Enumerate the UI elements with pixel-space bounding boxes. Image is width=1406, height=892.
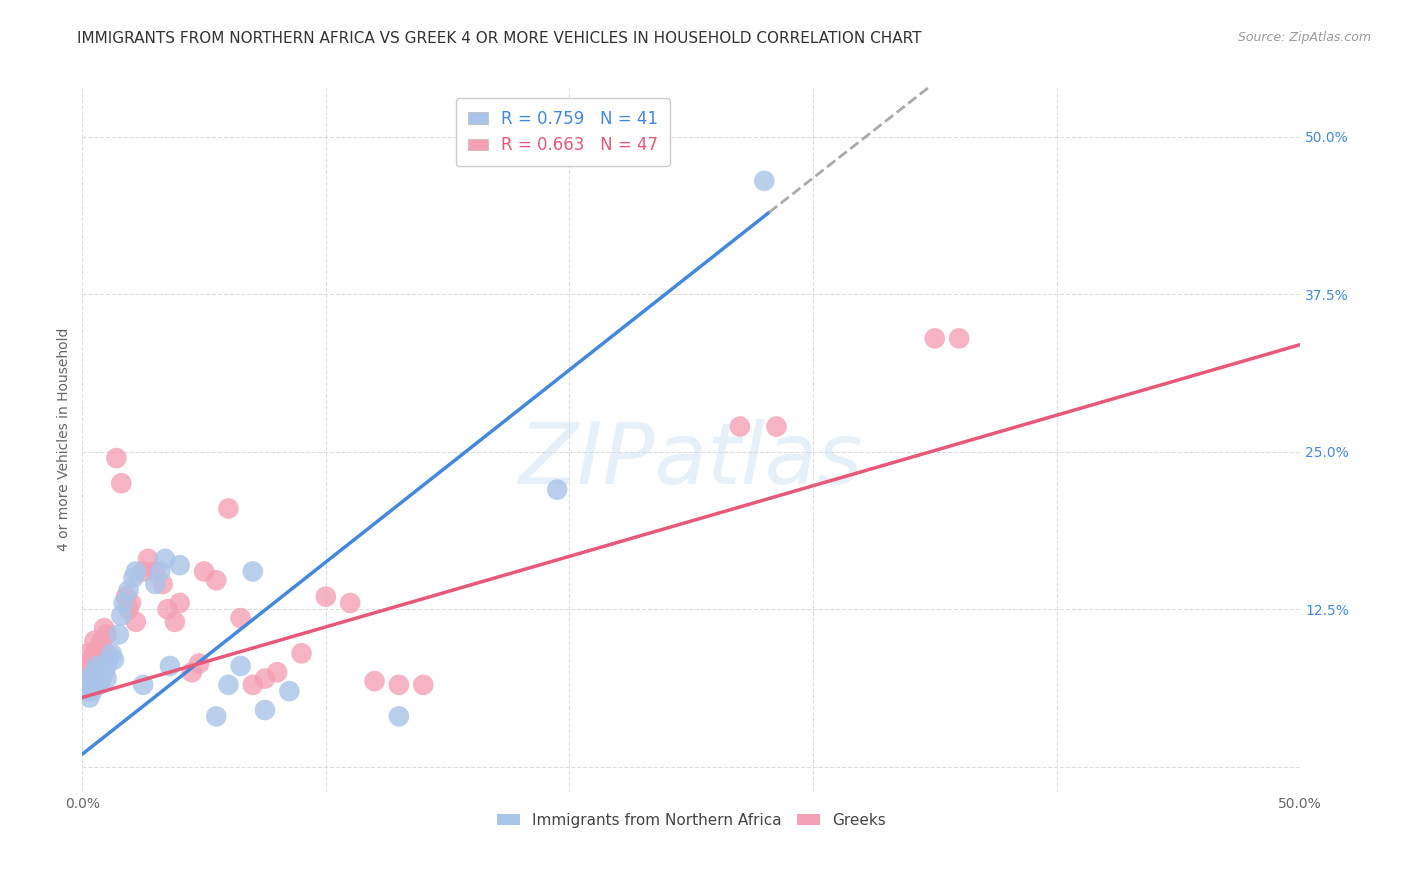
Point [125, 615, 148, 629]
Point [76, 646, 98, 660]
Point [76, 684, 98, 698]
Point [93, 621, 115, 635]
Point [149, 565, 172, 579]
Point [120, 596, 142, 610]
Point [315, 590, 337, 604]
Point [339, 596, 361, 610]
Point [159, 659, 181, 673]
Point [93, 665, 115, 680]
Point [205, 574, 228, 588]
Point [180, 665, 202, 680]
Point [754, 174, 776, 188]
Point [242, 678, 264, 692]
Point [103, 653, 125, 667]
Point [108, 627, 131, 641]
Point [152, 577, 174, 591]
Point [110, 608, 132, 623]
Point [79, 678, 101, 692]
Point [132, 678, 155, 692]
Point [98, 653, 121, 667]
Point [290, 646, 312, 660]
Point [83, 678, 105, 692]
Point [143, 577, 166, 591]
Point [163, 615, 186, 629]
Point [112, 596, 135, 610]
Point [253, 672, 276, 686]
Point [80, 684, 103, 698]
Point [86, 672, 108, 686]
Point [73, 678, 96, 692]
Point [205, 709, 228, 723]
Point [217, 678, 239, 692]
Point [105, 451, 128, 466]
Point [117, 602, 139, 616]
Point [153, 552, 176, 566]
Point [136, 552, 159, 566]
Point [76, 672, 98, 686]
Point [169, 596, 191, 610]
Text: IMMIGRANTS FROM NORTHERN AFRICA VS GREEK 4 OR MORE VEHICLES IN HOUSEHOLD CORRELA: IMMIGRANTS FROM NORTHERN AFRICA VS GREEK… [77, 31, 922, 46]
Point [83, 633, 105, 648]
Point [193, 565, 215, 579]
Point [79, 690, 101, 705]
Point [86, 646, 108, 660]
Point [89, 678, 111, 692]
Legend: Immigrants from Northern Africa, Greeks: Immigrants from Northern Africa, Greeks [491, 806, 891, 834]
Point [90, 633, 112, 648]
Point [122, 571, 145, 585]
Point [765, 419, 787, 434]
Point [83, 665, 105, 680]
Text: Source: ZipAtlas.com: Source: ZipAtlas.com [1237, 31, 1371, 45]
Point [229, 659, 252, 673]
Point [89, 665, 111, 680]
Point [948, 331, 970, 345]
Point [73, 659, 96, 673]
Point [546, 483, 568, 497]
Point [96, 646, 118, 660]
Point [83, 646, 105, 660]
Point [188, 657, 211, 671]
Point [412, 678, 434, 692]
Point [143, 565, 166, 579]
Point [80, 653, 103, 667]
Point [76, 672, 98, 686]
Point [217, 501, 239, 516]
Point [115, 590, 138, 604]
Point [117, 583, 139, 598]
Point [169, 558, 191, 573]
Point [242, 565, 264, 579]
Point [110, 476, 132, 491]
Point [229, 611, 252, 625]
Text: ZIPatlas: ZIPatlas [519, 419, 863, 502]
Point [100, 646, 122, 660]
Point [253, 703, 276, 717]
Point [125, 565, 148, 579]
Point [90, 672, 112, 686]
Point [266, 665, 288, 680]
Point [96, 627, 118, 641]
Point [79, 665, 101, 680]
Point [363, 674, 385, 689]
Point [96, 659, 118, 673]
Point [80, 672, 103, 686]
Point [388, 678, 411, 692]
Point [86, 659, 108, 673]
Y-axis label: 4 or more Vehicles in Household: 4 or more Vehicles in Household [58, 327, 72, 551]
Point [156, 602, 179, 616]
Point [96, 672, 118, 686]
Point [278, 684, 301, 698]
Point [388, 709, 411, 723]
Point [728, 419, 751, 434]
Point [132, 565, 155, 579]
Point [79, 678, 101, 692]
Point [924, 331, 946, 345]
Point [80, 672, 103, 686]
Point [89, 640, 111, 654]
